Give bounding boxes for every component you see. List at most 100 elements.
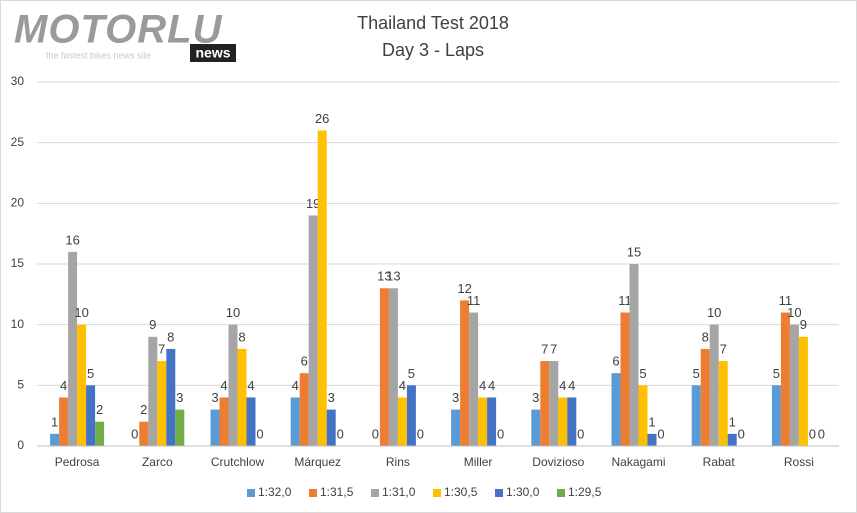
bar [139,421,149,446]
legend-label: 1:30,5 [444,485,478,499]
data-label: 0 [809,426,816,441]
logo: MOTORLU news the fastest bikes news site [14,8,236,62]
x-tick-label: Crutchlow [211,455,265,469]
bar [780,312,790,446]
bar [86,385,96,446]
data-label: 13 [377,269,391,284]
bar [798,336,808,446]
legend-label: 1:32,0 [258,485,292,499]
y-tick-label: 30 [11,74,25,88]
bar [219,397,229,446]
x-tick-label: Zarco [142,455,173,469]
bar [148,336,158,446]
data-label: 9 [149,317,156,332]
data-label: 0 [818,426,825,441]
data-label: 9 [800,317,807,332]
data-label: 0 [738,426,745,441]
data-label: 0 [131,426,138,441]
data-label: 10 [74,305,88,320]
bar [771,385,781,446]
data-label: 3 [211,390,218,405]
legend-label: 1:31,5 [320,485,354,499]
data-label: 1 [51,414,58,429]
y-tick-label: 0 [17,438,24,452]
bar [638,385,648,446]
data-label: 8 [702,329,709,344]
legend-swatch [433,489,441,497]
bar [308,215,318,446]
bar [68,251,78,446]
bar [487,397,497,446]
data-label: 4 [292,378,299,393]
data-label: 5 [639,366,646,381]
bar [290,397,300,446]
y-tick-label: 15 [11,256,25,270]
data-label: 8 [167,329,174,344]
bar [469,312,479,446]
data-label: 4 [399,378,406,393]
bar [789,324,799,446]
chart-subtitle: Day 3 - Laps [382,40,484,60]
data-label: 12 [457,281,471,296]
bar [611,373,621,446]
data-label: 10 [226,305,240,320]
bar [397,397,407,446]
bar [620,312,630,446]
logo-name: MOTORLU [14,8,223,52]
bar [246,397,256,446]
bar [299,373,309,446]
data-label: 3 [532,390,539,405]
y-tick-label: 25 [11,135,25,149]
y-tick-label: 5 [17,378,24,392]
data-label: 1 [729,414,736,429]
x-tick-label: Rossi [784,455,814,469]
data-label: 7 [720,342,727,357]
data-label: 4 [488,378,495,393]
bar [540,361,550,446]
logo-badge: news [195,45,230,61]
data-label: 0 [337,426,344,441]
bar [700,348,710,446]
data-label: 3 [328,390,335,405]
bar [326,409,336,446]
data-label: 6 [612,354,619,369]
bar [95,421,105,446]
data-label: 0 [417,426,424,441]
legend-swatch [247,489,255,497]
x-tick-label: Miller [464,455,493,469]
data-label: 5 [693,366,700,381]
data-label: 0 [256,426,263,441]
bar [567,397,577,446]
bar [388,288,398,446]
logo-tagline: the fastest bikes news site [46,50,151,60]
bar [478,397,488,446]
bar [175,409,185,446]
data-label: 6 [301,354,308,369]
bar [166,348,176,446]
data-label: 7 [541,342,548,357]
x-tick-label: Pedrosa [55,455,100,469]
bar [157,361,167,446]
data-label: 5 [408,366,415,381]
bar [451,409,461,446]
data-label: 8 [238,329,245,344]
data-label: 2 [140,402,147,417]
data-label: 4 [568,378,575,393]
data-label: 7 [550,342,557,357]
data-label: 15 [627,244,641,259]
legend-swatch [495,489,503,497]
legend-swatch [557,489,565,497]
x-tick-label: Dovizioso [532,455,584,469]
data-label: 5 [87,366,94,381]
bar [59,397,69,446]
bar [50,433,60,446]
bar [210,409,220,446]
x-tick-label: Rins [386,455,410,469]
data-label: 4 [479,378,486,393]
bar [691,385,701,446]
data-label: 4 [559,378,566,393]
data-label: 10 [787,305,801,320]
bar [237,348,247,446]
bar [709,324,719,446]
logo-badge-box [190,44,236,62]
